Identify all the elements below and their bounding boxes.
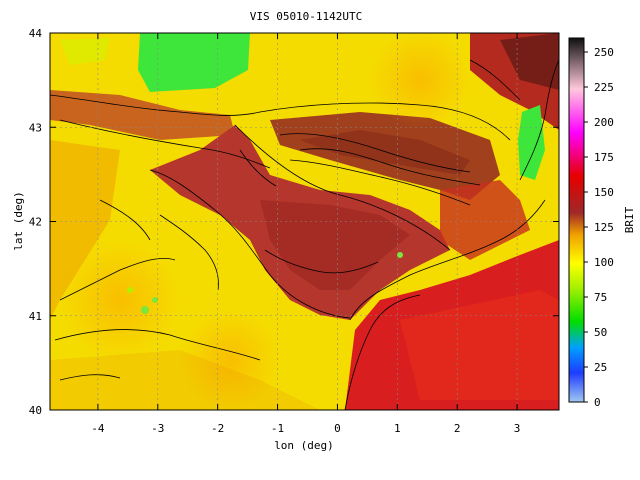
- colorbar-tick-label: 250: [594, 46, 614, 59]
- east-green-patch: [518, 105, 545, 180]
- figure-title: VIS 05010-1142UTC: [250, 10, 363, 23]
- contour-line: [264, 249, 379, 274]
- orange-speckle: [60, 240, 180, 360]
- x-tick-label: -3: [151, 422, 164, 435]
- contour-line: [289, 159, 471, 206]
- colorbar-ticks: 0 25 50 75 100 125 150 175 200 225 250: [584, 46, 614, 409]
- contour-line: [59, 374, 121, 381]
- colorbar-tick-label: 200: [594, 116, 614, 129]
- y-tick-label: 41: [29, 310, 42, 323]
- contour-line: [519, 59, 559, 181]
- coastal-strip: [440, 180, 530, 260]
- x-tick-label: -2: [211, 422, 224, 435]
- x-tick-label: 1: [394, 422, 401, 435]
- contour-line: [299, 148, 481, 186]
- colorbar-tick-label: 75: [594, 291, 607, 304]
- contour-line: [234, 124, 451, 251]
- contour-line: [239, 149, 277, 187]
- green-spot: [127, 287, 133, 293]
- northwest-green-patch: [60, 38, 110, 65]
- northeast-dark: [500, 33, 559, 90]
- contour-line: [59, 119, 271, 169]
- orange-speckle: [180, 310, 280, 410]
- contour-line: [349, 199, 546, 321]
- colorbar-tick-label: 25: [594, 361, 607, 374]
- orange-speckle: [370, 33, 470, 130]
- map-image: [50, 33, 559, 410]
- y-tick-label: 42: [29, 216, 42, 229]
- y-tick-label: 44: [29, 27, 43, 40]
- contour-line: [344, 294, 421, 410]
- contour-line: [159, 214, 219, 291]
- colorbar-tick-label: 225: [594, 81, 614, 94]
- contour-line: [149, 169, 351, 319]
- green-spot: [397, 252, 403, 258]
- colorbar-tick-label: 50: [594, 326, 607, 339]
- x-tick-label: -4: [91, 422, 105, 435]
- y-tick-label: 43: [29, 121, 42, 134]
- cantabria-band: [50, 90, 235, 140]
- north-green-patch: [138, 33, 250, 92]
- colorbar-tick-label: 100: [594, 256, 614, 269]
- y-axis-label: lat (deg): [12, 191, 25, 251]
- contour-lines: [50, 59, 559, 410]
- x-tick-label: 3: [514, 422, 521, 435]
- x-axis: -4 -3 -2 -1 0 1 2 3: [91, 33, 520, 435]
- y-tick-label: 40: [29, 404, 42, 417]
- green-spot: [152, 297, 158, 303]
- y-axis: 40 41 42 43 44: [29, 27, 559, 417]
- x-axis-label: lon (deg): [274, 439, 334, 452]
- colorbar: 0 25 50 75 100 125 150 175 200 225 250 BRIT: [568, 37, 636, 409]
- contour-line: [99, 199, 151, 241]
- contour-line: [54, 329, 261, 361]
- colorbar-tick-label: 150: [594, 186, 614, 199]
- colorbar-tick-label: 0: [594, 396, 601, 409]
- colorbar-label: BRIT: [623, 206, 636, 233]
- ebro-inner: [260, 200, 410, 290]
- southeast-inner: [400, 290, 559, 400]
- colorbar-gradient: [568, 37, 585, 403]
- contour-line: [469, 59, 521, 101]
- contour-line: [279, 133, 471, 173]
- x-tick-label: 0: [334, 422, 341, 435]
- contour-line: [59, 257, 176, 301]
- green-spot: [141, 306, 149, 314]
- colorbar-tick-label: 125: [594, 221, 614, 234]
- colorbar-tick-label: 175: [594, 151, 614, 164]
- contour-line: [50, 94, 511, 141]
- x-tick-label: 2: [454, 422, 461, 435]
- x-tick-label: -1: [271, 422, 284, 435]
